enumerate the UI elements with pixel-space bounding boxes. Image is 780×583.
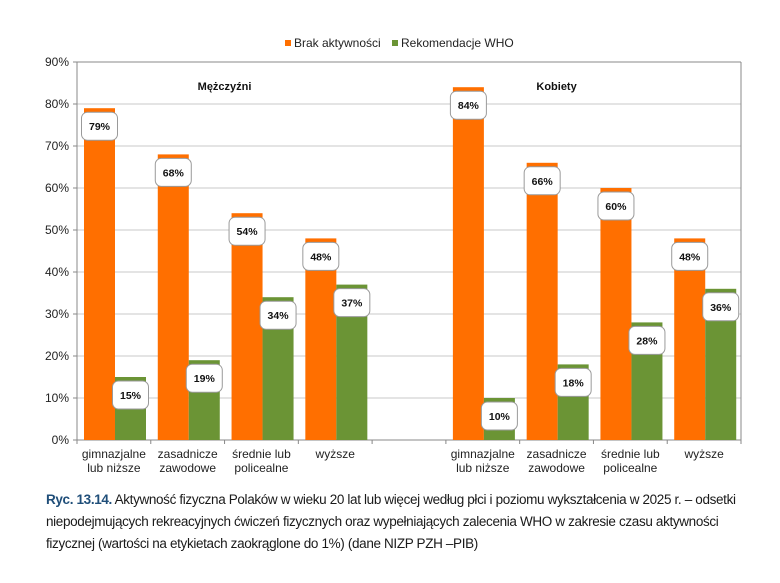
- category-label: policealne: [603, 461, 657, 475]
- category-label: gimnazjalne: [82, 447, 146, 461]
- y-tick-label: 0%: [52, 433, 70, 447]
- panel-titles: Mężczyźni Kobiety: [198, 81, 578, 93]
- data-label-box: [302, 241, 340, 271]
- y-tick-label: 90%: [45, 55, 69, 69]
- y-tick-label: 50%: [45, 223, 69, 237]
- panel-title: Kobiety: [536, 81, 577, 93]
- data-label: 84%: [458, 100, 480, 112]
- category-label: lub niższe: [87, 461, 141, 475]
- data-label-box: [333, 288, 371, 318]
- data-label: 79%: [89, 121, 111, 133]
- category-label: zawodowe: [528, 461, 585, 475]
- y-tick-label: 40%: [45, 265, 69, 279]
- data-label: 37%: [341, 298, 363, 310]
- y-tick-label: 70%: [45, 139, 69, 153]
- data-label-box: [228, 216, 266, 246]
- legend-label: Brak aktywności: [294, 36, 381, 50]
- data-label-box: [112, 380, 149, 410]
- data-label: 54%: [237, 226, 259, 238]
- data-label: 68%: [163, 167, 185, 179]
- data-label-box: [702, 292, 740, 322]
- data-label: 36%: [710, 302, 732, 314]
- legend: Brak aktywności Rekomendacje WHO: [285, 36, 514, 50]
- data-label: 48%: [679, 251, 701, 263]
- data-label-box: [671, 241, 709, 271]
- data-labels: 79% 15% 68% 19% 54% 34% 48% 37% 84% 10% 66% 18% 60% 2…: [81, 90, 740, 431]
- data-label: 66%: [532, 176, 554, 188]
- bar: [305, 238, 337, 440]
- figure-caption: Ryc. 13.14. Aktywność fizyczna Polaków w…: [46, 489, 766, 555]
- data-label-box: [154, 157, 192, 187]
- data-label-box: [523, 166, 561, 196]
- category-label: średnie lub: [601, 447, 660, 461]
- category-label: zawodowe: [159, 461, 216, 475]
- caption-text: Aktywność fizyczna Polaków w wieku 20 la…: [46, 492, 736, 551]
- bar: [157, 154, 189, 440]
- y-tick-label: 20%: [45, 349, 69, 363]
- data-label-box: [259, 300, 297, 330]
- data-label-box: [628, 325, 666, 355]
- bar: [452, 87, 484, 440]
- data-label: 60%: [605, 201, 627, 213]
- legend-label: Rekomendacje WHO: [401, 36, 514, 50]
- data-label: 19%: [194, 373, 216, 385]
- y-tick-label: 10%: [45, 391, 69, 405]
- data-label-box: [597, 191, 635, 221]
- bar: [674, 238, 706, 440]
- data-label-box: [81, 111, 118, 141]
- bars: [84, 87, 737, 441]
- bar: [600, 188, 632, 440]
- category-label: średnie lub: [232, 447, 291, 461]
- data-label: 15%: [120, 390, 142, 402]
- category-label: wyższe: [315, 447, 356, 461]
- data-label: 48%: [310, 251, 332, 263]
- data-label-box: [480, 401, 518, 431]
- category-label: policealne: [234, 461, 288, 475]
- legend-swatch: [392, 40, 398, 46]
- y-tick-label: 60%: [45, 181, 69, 195]
- data-label-box: [554, 367, 592, 397]
- data-label: 28%: [636, 335, 658, 347]
- y-axis-ticks: 0% 10% 20% 30% 40% 50% 60% 70% 80% 90%: [45, 55, 77, 447]
- bar: [84, 108, 115, 440]
- figure-number: Ryc. 13.14.: [46, 492, 112, 507]
- data-label: 34%: [268, 310, 290, 322]
- legend-swatch: [285, 40, 291, 46]
- category-label: wyższe: [683, 447, 724, 461]
- data-label-box: [449, 90, 487, 120]
- category-label: zasadnicze: [527, 447, 587, 461]
- data-label-box: [185, 363, 223, 393]
- panel-title: Mężczyźni: [198, 81, 252, 93]
- y-tick-label: 30%: [45, 307, 69, 321]
- category-label: lub niższe: [456, 461, 510, 475]
- category-label: gimnazjalne: [451, 447, 515, 461]
- data-label: 10%: [489, 411, 511, 423]
- data-label: 18%: [563, 377, 585, 389]
- category-label: zasadnicze: [158, 447, 218, 461]
- bar: [231, 213, 263, 440]
- y-tick-label: 80%: [45, 97, 69, 111]
- bar-chart: Brak aktywności Rekomendacje WHO 0% 10% 20%…: [45, 36, 742, 475]
- bar: [526, 162, 558, 441]
